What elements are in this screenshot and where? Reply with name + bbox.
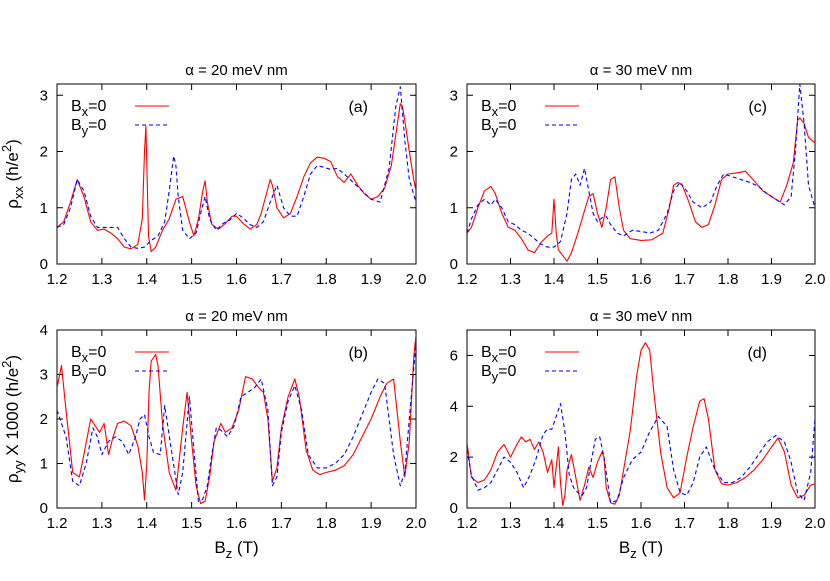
x-tick-label: 1.4 [136,271,157,288]
x-tick-label: 1.5 [181,271,202,288]
x-tick-label: 1.9 [761,515,782,532]
x-tick-label: 1.3 [500,271,521,288]
x-tick-label: 2.0 [406,271,427,288]
x-tick-label: 1.5 [587,515,608,532]
x-tick-label: 1.9 [761,271,782,288]
series-line-x [57,104,416,252]
y-tick-label: 0 [450,500,458,517]
y-tick-label: 1 [450,200,458,217]
legend-label: Bx=0 [481,98,517,119]
x-tick-label: 1.4 [544,271,565,288]
x-tick-label: 1.6 [631,271,652,288]
panel-title: α = 30 meV nm [590,62,692,79]
series-line-y [467,404,815,503]
y-axis-label: ρxx (h/e2) [0,139,26,209]
panel-title: α = 20 meV nm [185,308,287,325]
x-tick-label: 1.7 [674,515,695,532]
y-tick-label: 2 [40,144,48,161]
y-tick-label: 3 [40,87,48,104]
x-tick-label: 1.7 [271,271,292,288]
x-tick-label: 1.5 [587,271,608,288]
y-tick-label: 2 [450,144,458,161]
panel-label: (b) [348,345,368,362]
legend-label: By=0 [481,117,517,138]
x-tick-label: 2.0 [805,271,826,288]
y-tick-label: 3 [40,367,48,384]
x-tick-label: 1.6 [226,271,247,288]
legend-label: By=0 [71,117,107,138]
x-tick-label: 1.4 [136,515,157,532]
x-tick-label: 1.8 [316,515,337,532]
series-line-x [467,118,815,261]
panel-label: (a) [348,99,368,116]
x-tick-label: 1.2 [457,271,478,288]
x-tick-label: 1.7 [674,271,695,288]
x-tick-label: 1.9 [361,515,382,532]
y-tick-label: 4 [40,322,48,339]
y-tick-label: 2 [40,411,48,428]
x-tick-label: 1.3 [91,515,112,532]
x-axis-label: Bz (T) [214,538,258,561]
panel-c: 1.2 1.3 1.4 1.5 1.6 1.7 1.8 1.9 2.0 0 1 2 3 α = 30 me… [450,62,826,288]
x-tick-label: 1.9 [361,271,382,288]
x-axis-label: Bz (T) [619,538,663,561]
panel-d: 1.2 1.3 1.4 1.5 1.6 1.7 1.8 1.9 2.0 0 2 4 6 α = 30 me… [450,308,826,561]
x-tick-label: 1.7 [271,515,292,532]
x-tick-label: 1.2 [47,271,68,288]
y-axis-label: ρyy X 1000 (h/e2) [0,355,26,483]
x-tick-label: 1.6 [631,515,652,532]
y-tick-label: 2 [450,449,458,466]
y-tick-label: 1 [40,456,48,473]
y-tick-label: 6 [450,347,458,364]
x-tick-label: 2.0 [406,515,427,532]
panel-a: 1.2 1.3 1.4 1.5 1.6 1.7 1.8 1.9 2.0 0 1 2 3 α = 20 me… [0,62,426,288]
x-tick-label: 1.2 [47,515,68,532]
y-tick-label: 0 [450,256,458,273]
panel-label: (c) [748,99,767,116]
panel-label: (d) [747,345,767,362]
y-tick-label: 0 [40,500,48,517]
x-tick-label: 1.8 [316,271,337,288]
series-line-y [57,343,416,501]
legend-label: Bx=0 [71,344,107,365]
x-tick-label: 1.3 [91,271,112,288]
legend-label: Bx=0 [71,98,107,119]
series-line-x [467,343,815,506]
y-tick-label: 3 [450,87,458,104]
y-tick-label: 0 [40,256,48,273]
x-tick-label: 1.8 [718,271,739,288]
y-tick-label: 1 [40,200,48,217]
x-tick-label: 1.4 [544,515,565,532]
legend-label: By=0 [71,363,107,384]
legend-label: Bx=0 [481,344,517,365]
x-tick-label: 1.8 [718,515,739,532]
y-tick-label: 4 [450,398,458,415]
x-tick-label: 1.5 [181,515,202,532]
x-tick-label: 2.0 [805,515,826,532]
x-tick-label: 1.3 [500,515,521,532]
x-tick-label: 1.6 [226,515,247,532]
panel-title: α = 30 meV nm [590,308,692,325]
panel-b: 1.2 1.3 1.4 1.5 1.6 1.7 1.8 1.9 2.0 0 1 2 3 4 α = 20 m… [0,308,426,561]
x-tick-label: 1.2 [457,515,478,532]
legend-label: By=0 [481,363,517,384]
panel-title: α = 20 meV nm [185,62,287,79]
